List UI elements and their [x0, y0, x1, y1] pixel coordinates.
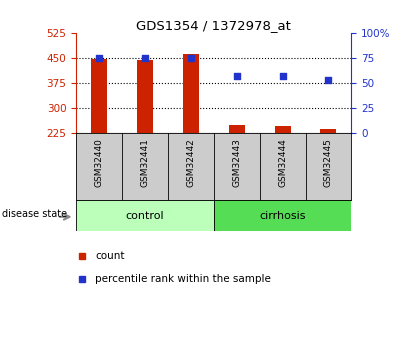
Text: GSM32441: GSM32441 [141, 138, 149, 187]
Bar [229, 125, 245, 133]
Title: GDS1354 / 1372978_at: GDS1354 / 1372978_at [136, 19, 291, 32]
Text: disease state: disease state [2, 209, 67, 219]
Bar [76, 200, 214, 231]
Point [279, 73, 286, 79]
Point [96, 55, 102, 61]
Text: GSM32440: GSM32440 [95, 138, 104, 187]
Bar [91, 59, 107, 133]
Text: cirrhosis: cirrhosis [259, 211, 306, 220]
Bar [321, 129, 337, 133]
Bar [214, 200, 351, 231]
Text: GSM32443: GSM32443 [232, 138, 241, 187]
Point [141, 55, 148, 61]
Text: GSM32442: GSM32442 [186, 138, 195, 187]
Point [187, 55, 194, 61]
Text: control: control [126, 211, 164, 220]
Point [325, 77, 332, 82]
Text: count: count [95, 251, 125, 261]
Point [233, 73, 240, 79]
Bar [275, 126, 291, 133]
Text: GSM32444: GSM32444 [278, 138, 287, 187]
Text: percentile rank within the sample: percentile rank within the sample [95, 274, 271, 284]
Text: GSM32445: GSM32445 [324, 138, 333, 187]
Bar [137, 60, 153, 133]
Bar [183, 54, 199, 133]
